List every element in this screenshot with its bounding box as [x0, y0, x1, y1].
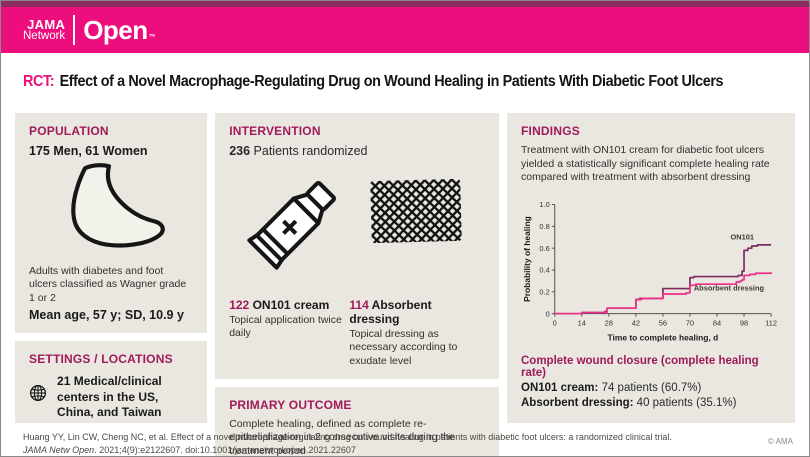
footer: Huang YY, Lin CW, Cheng NC, et al. Effec…: [1, 423, 809, 456]
study-title-text: Effect of a Novel Macrophage-Regulating …: [59, 73, 724, 90]
brand-header: JAMA Network Open™: [1, 7, 809, 53]
svg-text:0.4: 0.4: [539, 266, 549, 275]
svg-text:0: 0: [546, 309, 550, 318]
svg-text:0.8: 0.8: [539, 222, 549, 231]
arm-on101-count: 122: [229, 298, 250, 312]
top-accent-strip: [1, 1, 809, 7]
arm-dressing-count: 114: [349, 298, 369, 312]
svg-text:Time to complete healing, d: Time to complete healing, d: [608, 332, 719, 342]
intervention-heading: INTERVENTION: [229, 124, 321, 138]
randomized-label: Patients randomized: [253, 144, 368, 158]
cream-tube-icon: [247, 180, 337, 270]
result-dressing-label: Absorbent dressing:: [521, 397, 634, 410]
citation-line2: JAMA Netw Open. 2021;4(9):e2122607. doi:…: [23, 444, 672, 456]
svg-text:84: 84: [713, 319, 721, 328]
logo-open-text: Open™: [83, 14, 156, 45]
middle-column: INTERVENTION 236 Patients randomized: [215, 113, 499, 456]
svg-text:0.6: 0.6: [539, 244, 549, 253]
page-title: RCT: Effect of a Novel Macrophage-Regulat…: [23, 73, 724, 91]
arm-dressing-name: Absorbent dressing: [349, 298, 432, 326]
left-column: POPULATION 175 Men, 61 Women Adults with…: [15, 113, 208, 423]
svg-text:Absorbent dressing: Absorbent dressing: [694, 284, 765, 293]
results-heading: Complete wound closure (complete healing…: [521, 354, 759, 379]
randomized-count: 236: [229, 144, 251, 158]
logo-jama-text: JAMA: [27, 16, 66, 32]
jama-network-open-logo: JAMA Network Open™: [23, 14, 156, 46]
svg-text:98: 98: [740, 319, 748, 328]
svg-text:ON101: ON101: [731, 232, 755, 241]
right-column: FINDINGS Treatment with ON101 cream for …: [507, 113, 795, 423]
content-area: POPULATION 175 Men, 61 Women Adults with…: [1, 111, 809, 456]
primary-outcome-text: Complete healing, defined as complete re…: [229, 417, 456, 457]
arm-dressing-description: Topical dressing as necessary according …: [349, 328, 458, 367]
dressing-mesh-icon: [370, 178, 462, 244]
arm-dressing: 114 Absorbent dressing Topical dressing …: [349, 168, 485, 368]
citation-line2-rest: . 2021;4(9):e2122607. doi:10.1001/jamane…: [94, 445, 356, 456]
citation-line1: Huang YY, Lin CW, Cheng NC, et al. Effec…: [23, 432, 672, 442]
svg-text:14: 14: [578, 319, 586, 328]
logo-network-text: Network: [23, 29, 66, 42]
svg-text:0: 0: [553, 319, 557, 328]
intervention-panel: INTERVENTION 236 Patients randomized: [215, 113, 499, 379]
svg-text:56: 56: [659, 319, 667, 328]
findings-panel: FINDINGS Treatment with ON101 cream for …: [507, 113, 795, 423]
population-description: Adults with diabetes and foot ulcers cla…: [29, 265, 187, 304]
svg-text:1.0: 1.0: [539, 200, 549, 209]
trademark-symbol: ™: [148, 33, 156, 41]
primary-outcome-heading: PRIMARY OUTCOME: [229, 397, 352, 412]
svg-text:28: 28: [605, 319, 613, 328]
result-on101: ON101 cream: 74 patients (60.7%): [521, 381, 781, 397]
svg-text:70: 70: [686, 319, 694, 328]
randomized-line: 236 Patients randomized: [229, 144, 485, 158]
citation: Huang YY, Lin CW, Cheng NC, et al. Effec…: [23, 431, 672, 456]
population-mean-age: Mean age, 57 y; SD, 10.9 y: [29, 308, 184, 322]
copyright-notice: © AMA: [767, 437, 793, 446]
study-type-tag: RCT:: [23, 73, 55, 90]
result-dressing: Absorbent dressing: 40 patients (35.1%): [521, 396, 781, 412]
arm-on101-name: ON101 cream: [252, 298, 330, 312]
primary-outcome-panel: PRIMARY OUTCOME Complete healing, define…: [215, 386, 499, 457]
result-on101-value: 74 patients (60.7%): [601, 381, 702, 394]
svg-text:112: 112: [765, 319, 777, 328]
settings-text: 21 Medical/clinical centers in the US, C…: [57, 374, 162, 420]
arm-on101: 122 ON101 cream Topical application twic…: [229, 168, 349, 368]
logo-divider: [73, 15, 76, 45]
citation-journal: JAMA Netw Open: [23, 445, 95, 456]
title-bar: RCT: Effect of a Novel Macrophage-Regulat…: [1, 53, 809, 111]
globe-icon: [29, 384, 47, 402]
result-dressing-value: 40 patients (35.1%): [636, 397, 737, 410]
population-subjects: 175 Men, 61 Women: [29, 144, 148, 158]
population-panel: POPULATION 175 Men, 61 Women Adults with…: [15, 113, 208, 333]
foot-outline-icon: [71, 162, 165, 248]
settings-heading: SETTINGS / LOCATIONS: [29, 352, 173, 366]
svg-text:Probability of healing: Probability of healing: [522, 216, 532, 302]
arm-on101-description: Topical application twice daily: [229, 314, 342, 340]
findings-summary: Treatment with ON101 cream for diabetic …: [521, 144, 770, 184]
settings-panel: SETTINGS / LOCATIONS 21 Medical/clinical…: [15, 341, 208, 423]
svg-text:42: 42: [632, 319, 640, 328]
population-heading: POPULATION: [29, 124, 109, 138]
result-on101-label: ON101 cream:: [521, 381, 599, 394]
healing-probability-chart: 0 14 28 42 56 70 84 98 112 0 0.2 0.4 0.6 0.8 1.0 Time t…: [522, 200, 777, 342]
findings-heading: FINDINGS: [521, 124, 580, 138]
svg-text:0.2: 0.2: [539, 287, 549, 296]
